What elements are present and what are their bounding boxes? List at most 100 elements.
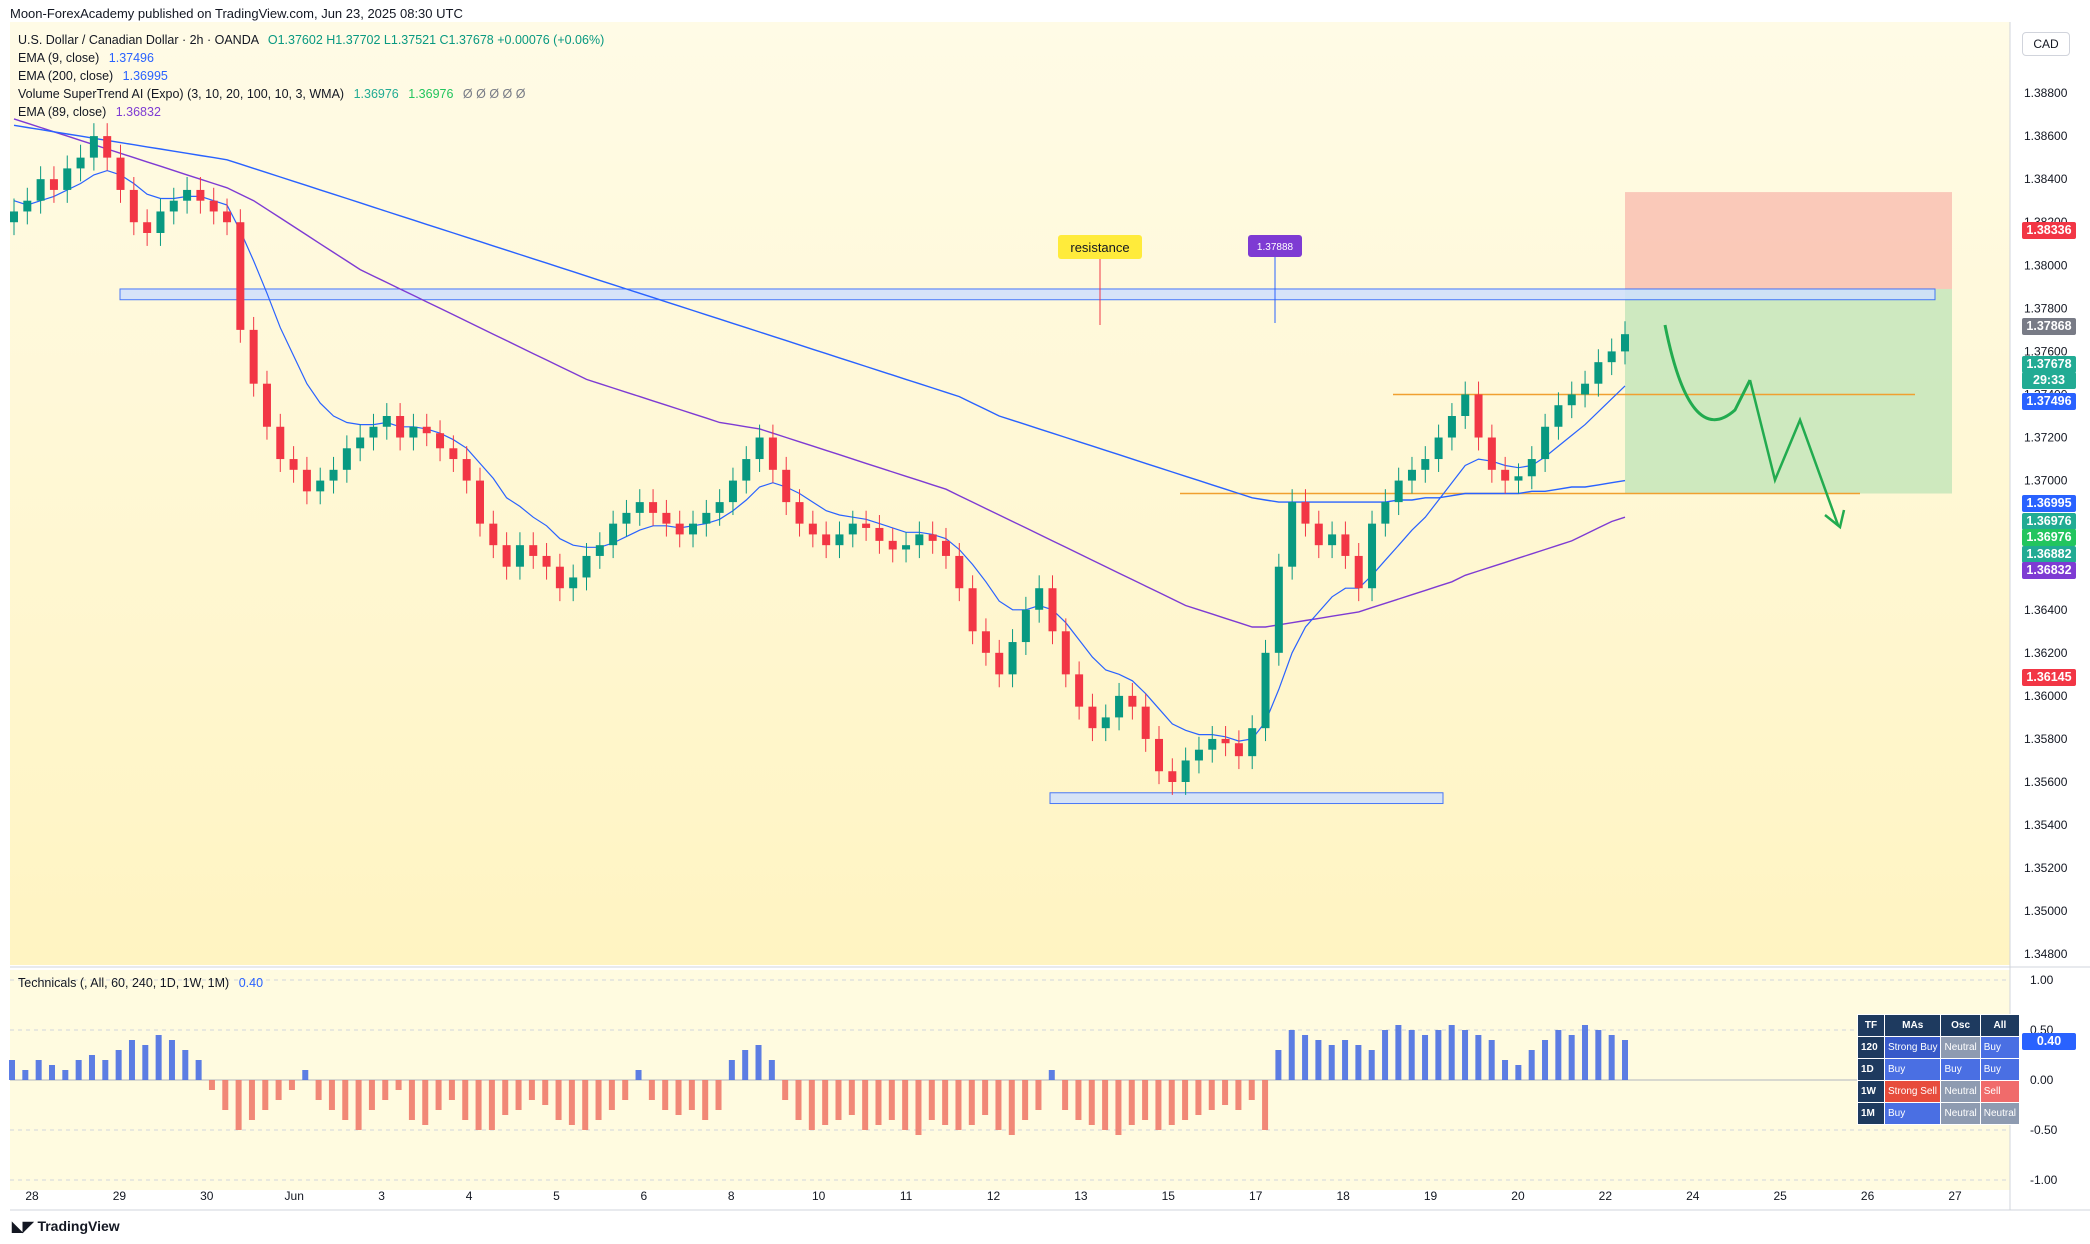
osc-bar	[1568, 1035, 1575, 1080]
candle-body	[782, 469, 791, 503]
tech-osc: Neutral	[1940, 1080, 1981, 1103]
osc-bar	[1142, 1080, 1149, 1120]
x-tick-label: 22	[1599, 1189, 1613, 1203]
osc-bar	[142, 1045, 149, 1080]
y-tick-label: 1.36000	[2024, 689, 2068, 703]
y-tick-label: 1.38800	[2024, 86, 2068, 100]
candle-body	[356, 437, 365, 449]
y-tick-label: 1.36200	[2024, 646, 2068, 660]
tech-header-mas: MAs	[1883, 1014, 1942, 1037]
candle-body	[1381, 502, 1390, 524]
osc-bar	[515, 1080, 522, 1110]
osc-bar	[808, 1080, 815, 1130]
osc-bar	[608, 1080, 615, 1110]
osc-bar	[1102, 1080, 1109, 1130]
osc-badge: 0.40	[2022, 1033, 2076, 1050]
price-badge: 1.36832	[2022, 562, 2076, 579]
osc-bar	[1115, 1080, 1122, 1135]
osc-bar	[1155, 1080, 1162, 1130]
osc-bar	[155, 1035, 162, 1080]
candle-body	[1354, 555, 1363, 589]
candle-body	[116, 157, 125, 190]
candle-body	[76, 157, 85, 169]
candle-body	[276, 426, 285, 460]
tech-mas: Strong Buy	[1883, 1036, 1942, 1059]
candle-body	[1101, 717, 1110, 729]
candle-body	[1474, 394, 1483, 438]
osc-bar	[408, 1080, 415, 1120]
osc-bar	[1302, 1035, 1309, 1080]
legend-vst-extra: Ø Ø Ø Ø Ø	[462, 87, 526, 101]
legend-technicals-value: 0.40	[238, 976, 264, 990]
osc-tick-label: 0.00	[2030, 1073, 2054, 1087]
osc-bar	[715, 1080, 722, 1110]
osc-bar	[1035, 1080, 1042, 1110]
osc-bar	[62, 1070, 69, 1080]
osc-bar	[235, 1080, 242, 1130]
osc-bar	[1128, 1080, 1135, 1125]
candle-body	[928, 534, 937, 541]
osc-bar	[1235, 1080, 1242, 1110]
candle-body	[1075, 674, 1084, 707]
osc-bar	[702, 1080, 709, 1120]
y-tick-label: 1.37200	[2024, 431, 2068, 445]
osc-bar	[1408, 1030, 1415, 1080]
osc-bar	[888, 1080, 895, 1120]
osc-bar	[848, 1080, 855, 1115]
candle-body	[1115, 695, 1124, 718]
tech-row: 1D Buy Buy Buy	[1857, 1058, 2020, 1081]
candle-body	[1301, 502, 1310, 524]
candle-body	[1434, 437, 1443, 460]
candle-body	[795, 502, 804, 524]
y-tick-label: 1.38400	[2024, 172, 2068, 186]
tech-all: Sell	[1979, 1080, 2020, 1103]
osc-bar	[662, 1080, 669, 1110]
legend-vst-value1: 1.36976	[353, 87, 399, 101]
osc-bar	[448, 1080, 455, 1100]
osc-bar	[542, 1080, 549, 1105]
candle-body	[1088, 706, 1097, 729]
candle-body	[995, 652, 1004, 675]
candle-body	[396, 415, 405, 438]
tech-header-tf: TF	[1857, 1014, 1885, 1037]
osc-bar	[1195, 1080, 1202, 1115]
candle-body	[1061, 631, 1070, 675]
candle-body	[502, 545, 511, 567]
osc-bar	[595, 1080, 602, 1120]
x-tick-label: 17	[1249, 1189, 1263, 1203]
osc-bar	[262, 1080, 269, 1110]
candle-body	[1155, 738, 1164, 772]
osc-bar	[635, 1070, 642, 1080]
publish-caption: Moon-ForexAcademy published on TradingVi…	[10, 6, 463, 21]
candle-body	[1461, 394, 1470, 416]
osc-bar	[822, 1080, 829, 1125]
candle-body	[1567, 394, 1576, 406]
candle-body	[755, 437, 764, 460]
osc-bar	[422, 1080, 429, 1125]
candle-body	[1048, 588, 1057, 632]
osc-bar	[1355, 1045, 1362, 1080]
osc-bar	[955, 1080, 962, 1130]
osc-bar	[1262, 1080, 1269, 1130]
price-badge: 29:33	[2022, 372, 2076, 389]
candle-body	[1021, 609, 1030, 643]
osc-bar	[222, 1080, 229, 1110]
candle-body	[968, 588, 977, 632]
tradingview-logo[interactable]: ◣◤ TradingView	[12, 1218, 120, 1235]
candle-body	[1234, 743, 1243, 757]
osc-bar	[48, 1065, 55, 1080]
candle-body	[768, 437, 777, 470]
candle-body	[436, 433, 445, 449]
price-badge: 1.36882	[2022, 546, 2076, 563]
osc-bar	[902, 1080, 909, 1130]
osc-bar	[1088, 1080, 1095, 1125]
price-badge: 1.36145	[2022, 669, 2076, 686]
currency-button[interactable]: CAD	[2022, 32, 2070, 56]
candle-body	[875, 527, 884, 541]
candle-body	[662, 512, 671, 524]
stop-loss-zone	[1625, 192, 1952, 289]
candle-body	[23, 200, 32, 212]
candle-body	[1394, 480, 1403, 503]
osc-bar	[1328, 1045, 1335, 1080]
